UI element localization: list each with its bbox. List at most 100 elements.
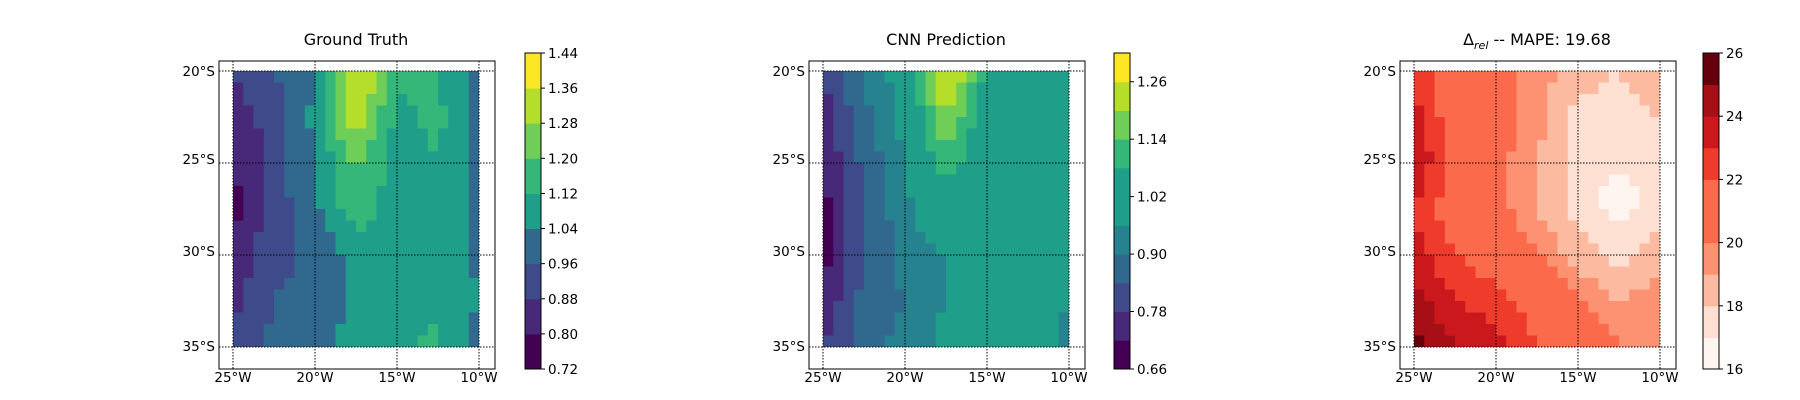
heat-cell [1537,105,1548,118]
heat-cell [1526,278,1538,291]
heat-cell [263,289,275,302]
heat-cell [1028,94,1039,107]
heat-cell [366,289,378,302]
heat-cell [407,151,419,164]
heat-cell [1547,71,1559,84]
heat-cell [1598,278,1610,291]
heat-cell [1598,94,1610,107]
heat-cell [1444,82,1456,95]
heat-cell [1506,105,1518,118]
x-tick-label: 15°W [1559,370,1596,386]
heat-cell [284,82,296,95]
heat-cell [1619,266,1630,279]
heat-cell [1567,335,1579,347]
heat-cell [1475,71,1487,84]
heat-cell [1506,324,1518,337]
heat-cell [1608,140,1620,153]
heat-cell [874,71,886,84]
heat-cell [1506,312,1518,325]
heat-cell [294,335,306,347]
heat-cell [263,278,275,291]
heat-cell [987,278,998,291]
heat-cell [427,324,439,337]
heat-cell [1414,105,1425,118]
heat-cell [1038,312,1050,325]
heat-cell [1608,289,1620,302]
heat-cell [1567,243,1579,256]
heat-cell [376,174,388,187]
heat-cell [1424,186,1436,199]
heat-cell [1649,174,1660,187]
heat-cell [284,186,296,199]
heat-cell [1567,174,1579,187]
heat-cell [1496,71,1507,84]
heat-cell [1475,94,1487,107]
heat-cell [1028,324,1039,337]
heat-cell [263,197,275,210]
heat-cell [843,174,855,187]
heatmap-plot [823,71,1069,347]
heat-cell [966,278,978,291]
heat-cell [274,278,285,291]
heat-cell [987,151,998,164]
heat-cell [1455,105,1466,118]
heat-cell [448,174,460,187]
heat-cell [1526,151,1538,164]
heat-cell [1424,335,1436,347]
heat-cell [1526,312,1538,325]
heat-cell [1557,117,1569,130]
heat-cell [1649,301,1660,314]
heat-cell [315,266,326,279]
heat-cell [253,163,265,176]
heat-cell [823,174,834,187]
heat-cell [1639,312,1651,325]
heat-cell [448,301,460,314]
heat-cell [894,71,906,84]
heat-cell [325,151,337,164]
heat-cell [1444,186,1456,199]
heat-cell [397,255,408,268]
heat-cell [1578,220,1589,233]
heat-cell [345,151,357,164]
heat-cell [1588,220,1600,233]
heat-cell [1526,140,1538,153]
heat-cell [407,163,419,176]
heat-cell [1017,117,1029,130]
heat-cell [1526,71,1538,84]
heat-cell [853,105,865,118]
heat-cell [1017,266,1029,279]
heat-cell [894,278,906,291]
heat-cell [1017,163,1029,176]
heat-cell [987,255,998,268]
heat-cell [864,278,875,291]
heat-cell [438,94,449,107]
heat-cell [356,197,367,210]
heat-cell [1567,163,1579,176]
heat-cell [997,220,1009,233]
heat-cell [884,324,896,337]
heat-cell [1629,105,1641,118]
heat-cell [1028,266,1039,279]
heat-cell [417,335,429,347]
heat-cell [427,266,439,279]
heat-cell [1414,140,1425,153]
heat-cell [1629,117,1641,130]
heat-cell [335,151,347,164]
y-tick-label: 35°S [183,339,216,355]
heat-cell [884,232,896,245]
heat-cell [304,71,316,84]
heat-cell [1537,312,1548,325]
heat-cell [1485,220,1497,233]
heat-cell [823,324,834,337]
heat-cell [468,128,479,141]
heat-cell [263,140,275,153]
heat-cell [1048,94,1060,107]
heat-cell [325,289,337,302]
heat-cell [1608,209,1620,222]
heat-cell [1629,255,1641,268]
heat-cell [253,255,265,268]
heat-cell [1537,140,1548,153]
heat-cell [376,94,388,107]
heat-cell [468,232,479,245]
heat-cell [1455,163,1466,176]
